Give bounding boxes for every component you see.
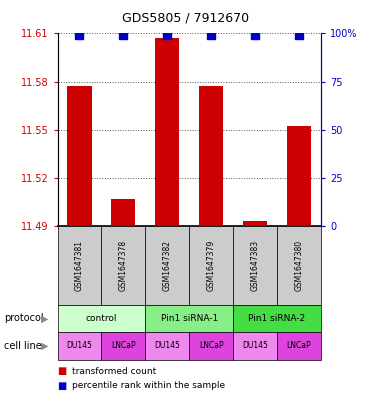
- Text: percentile rank within the sample: percentile rank within the sample: [72, 382, 226, 390]
- Text: LNCaP: LNCaP: [287, 342, 311, 350]
- Text: DU145: DU145: [242, 342, 268, 350]
- Text: transformed count: transformed count: [72, 367, 157, 376]
- Text: LNCaP: LNCaP: [199, 342, 223, 350]
- Text: ■: ■: [58, 366, 67, 376]
- Point: [76, 32, 82, 39]
- Text: ■: ■: [58, 381, 67, 391]
- Text: Pin1 siRNA-1: Pin1 siRNA-1: [161, 314, 218, 323]
- Text: GDS5805 / 7912670: GDS5805 / 7912670: [122, 12, 249, 25]
- Text: GSM1647378: GSM1647378: [119, 240, 128, 291]
- Bar: [199, 86, 223, 226]
- Text: GSM1647382: GSM1647382: [163, 240, 172, 291]
- Text: control: control: [86, 314, 117, 323]
- Bar: [287, 127, 311, 226]
- Point: [296, 32, 302, 39]
- Text: GSM1647379: GSM1647379: [207, 240, 216, 291]
- Bar: [111, 199, 135, 226]
- Text: ▶: ▶: [41, 341, 48, 351]
- Text: ▶: ▶: [41, 313, 48, 323]
- Text: DU145: DU145: [154, 342, 180, 350]
- Point: [252, 32, 258, 39]
- Text: GSM1647383: GSM1647383: [250, 240, 260, 291]
- Text: GSM1647380: GSM1647380: [295, 240, 303, 291]
- Point: [164, 32, 170, 39]
- Point: [208, 32, 214, 39]
- Text: Pin1 siRNA-2: Pin1 siRNA-2: [249, 314, 306, 323]
- Text: DU145: DU145: [66, 342, 92, 350]
- Bar: [243, 221, 267, 226]
- Text: protocol: protocol: [4, 313, 43, 323]
- Bar: [155, 38, 179, 226]
- Point: [121, 32, 127, 39]
- Text: GSM1647381: GSM1647381: [75, 240, 84, 291]
- Text: cell line: cell line: [4, 341, 42, 351]
- Bar: [68, 86, 92, 226]
- Text: LNCaP: LNCaP: [111, 342, 136, 350]
